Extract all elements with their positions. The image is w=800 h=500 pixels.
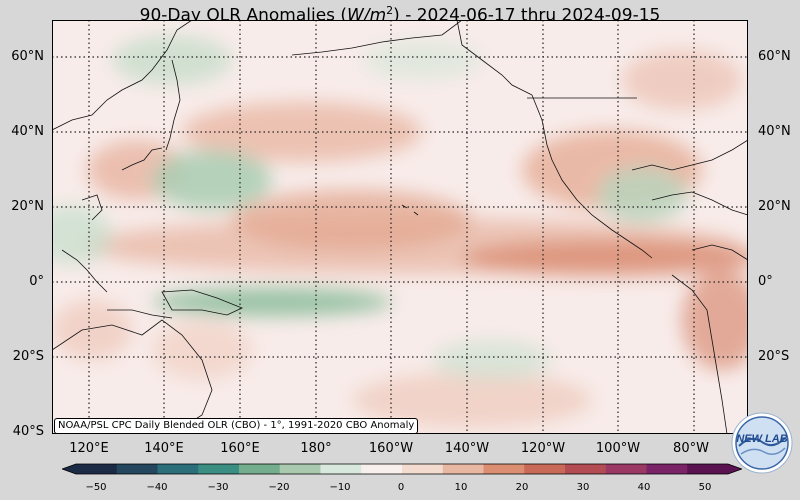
colorbar-segment [116, 464, 158, 474]
colorbar-segment [320, 464, 362, 474]
olr-anomaly-map [52, 20, 748, 434]
colorbar-segment [646, 464, 688, 474]
colorbar-segment [483, 464, 525, 474]
lon-label-140e: 140°E [144, 441, 184, 456]
colorbar-tick: 0 [397, 482, 405, 493]
colorbar-tick: 50 [698, 482, 712, 493]
data-credit: NOAA/PSL CPC Daily Blended OLR (CBO) - 1… [54, 418, 419, 434]
logo-text: NEW LAB [736, 433, 787, 445]
coastlines [52, 20, 748, 434]
colorbar-segment [157, 464, 199, 474]
colorbar-segment [76, 464, 118, 474]
lon-label-100w: 100°W [595, 441, 641, 456]
lat-label-40n-right: 40°N [758, 124, 791, 139]
lat-label-0-right: 0° [758, 274, 773, 289]
colorbar-extend-high [728, 464, 742, 474]
colorbar-segment [361, 464, 403, 474]
lon-label-160e: 160°E [220, 441, 260, 456]
colorbar-outline [62, 463, 742, 475]
lat-label-40s: 40°S [12, 424, 44, 439]
colorbar-tick: −40 [146, 482, 168, 493]
lon-label-160w: 160°W [368, 441, 414, 456]
graticule [52, 20, 748, 434]
lat-label-20s: 20°S [12, 349, 44, 364]
colorbar-segment [605, 464, 647, 474]
lat-label-60n-right: 60°N [758, 49, 791, 64]
lat-label-20s-right: 20°S [758, 349, 790, 364]
colorbar-tick: 10 [454, 482, 468, 493]
lat-label-0: 0° [29, 274, 44, 289]
colorbar-segment [565, 464, 607, 474]
lon-label-180: 180° [300, 441, 332, 456]
colorbar-segment [402, 464, 444, 474]
anomaly-shading [52, 35, 748, 428]
colorbar-segment [687, 464, 729, 474]
colorbar-tick: 40 [637, 482, 651, 493]
colorbar [62, 463, 742, 475]
colorbar-segment [198, 464, 240, 474]
lon-label-120e: 120°E [69, 441, 109, 456]
colorbar-segment [239, 464, 281, 474]
colorbar-tick: 20 [515, 482, 529, 493]
lat-label-60n: 60°N [11, 49, 44, 64]
colorbar-tick: 30 [576, 482, 590, 493]
colorbar-segment [442, 464, 484, 474]
colorbar-tick: −50 [85, 482, 107, 493]
colorbar-tick: −10 [329, 482, 351, 493]
colorbar-tick: −20 [268, 482, 290, 493]
colorbar-tick: −30 [207, 482, 229, 493]
lat-label-20n: 20°N [11, 199, 44, 214]
lon-label-80w: 80°W [673, 441, 709, 456]
colorbar-extend-low [62, 464, 76, 474]
lon-label-140w: 140°W [444, 441, 490, 456]
lat-label-20n-right: 20°N [758, 199, 791, 214]
noaa-psl-logo: NEW LAB [731, 412, 793, 474]
colorbar-segment [279, 464, 321, 474]
lon-label-120w: 120°W [520, 441, 566, 456]
colorbar-segment [524, 464, 566, 474]
lat-label-40n: 40°N [11, 124, 44, 139]
